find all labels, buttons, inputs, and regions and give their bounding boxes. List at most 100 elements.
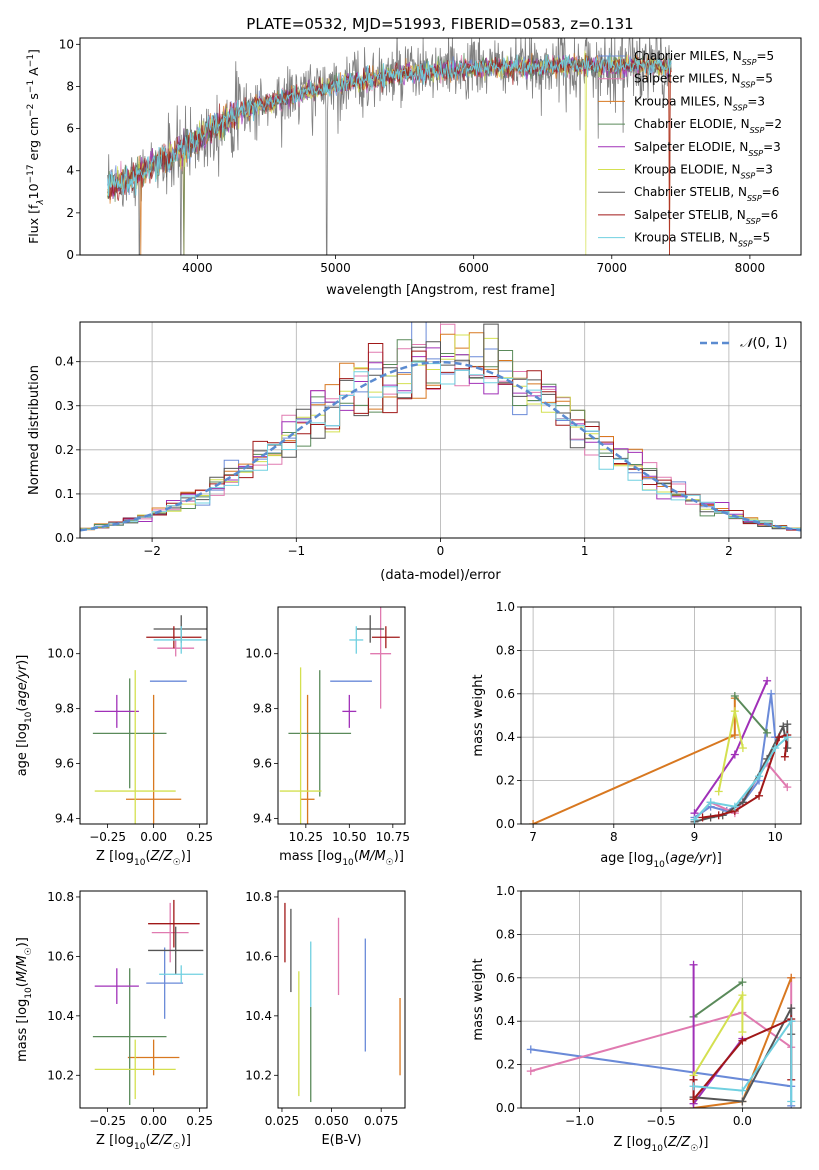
plot-area xyxy=(80,322,801,532)
legend-label: Chabrier ELODIE, NSSP=2 xyxy=(634,117,782,135)
error-point xyxy=(279,667,322,824)
y-tick-label: 10.4 xyxy=(245,1009,272,1023)
x-tick-label: 10 xyxy=(768,830,783,844)
x-tick-label: 0.00 xyxy=(140,1114,167,1128)
plot-area xyxy=(92,615,207,824)
legend-label: Chabrier MILES, NSSP=5 xyxy=(634,49,774,67)
y-axis-label: mass [log10(M/M☉)] xyxy=(15,937,34,1062)
series-marker xyxy=(738,978,747,987)
series-marker xyxy=(730,802,739,811)
model-line-kroupa-stelib xyxy=(107,53,672,197)
y-tick-label: 9.4 xyxy=(253,812,272,826)
y-tick-label: 0.2 xyxy=(496,1058,515,1072)
x-tick-label: 0.075 xyxy=(364,1114,398,1128)
series-marker xyxy=(787,1017,796,1026)
y-axis-label: mass weight xyxy=(471,958,486,1040)
x-tick-label: 9 xyxy=(691,830,699,844)
legend-label: Kroupa STELIB, NSSP=5 xyxy=(634,231,770,249)
error-point xyxy=(94,1039,176,1100)
axes-age-Z: −0.25 0.00 0.25 9.4 9.6 9.8 10.0 Z [log10(Z/Z☉)… xyxy=(15,606,213,868)
y-axis-label: age [log10(age/yr)] xyxy=(15,655,34,777)
series-marker xyxy=(689,1095,698,1104)
error-point xyxy=(157,639,195,657)
axes-frame xyxy=(277,606,406,825)
plot-area xyxy=(92,899,204,1106)
y-tick-label: 0.8 xyxy=(496,927,515,941)
legend-label: 𝒩(0, 1) xyxy=(740,336,787,351)
x-tick-label: 8000 xyxy=(735,261,766,275)
series-marker xyxy=(730,731,739,740)
error-point xyxy=(146,626,202,649)
y-tick-label: 0.4 xyxy=(55,355,74,369)
x-axis-label: E(B-V) xyxy=(321,1133,361,1148)
series-marker xyxy=(738,991,747,1000)
axes-mass-EBV: 0.025 0.050 0.075 10.2 10.4 10.6 10.8 E(B-V) xyxy=(245,890,406,1148)
y-tick-label: 10.0 xyxy=(245,647,272,661)
x-axis-label: wavelength [Angstrom, rest frame] xyxy=(326,283,555,298)
y-tick-label: 0.0 xyxy=(55,531,74,545)
series-marker xyxy=(787,1004,796,1013)
series-marker xyxy=(738,744,747,753)
y-tick-label: 0.4 xyxy=(496,730,515,744)
y-tick-label: 10.8 xyxy=(245,890,272,904)
histogram-step xyxy=(80,361,801,530)
y-tick-label: 10.2 xyxy=(47,1068,74,1082)
error-point xyxy=(94,968,139,1004)
series-marker xyxy=(714,787,723,796)
x-tick-label: 4000 xyxy=(182,261,213,275)
series-marker xyxy=(775,733,784,742)
series-marker xyxy=(529,820,538,824)
error-point xyxy=(153,626,207,654)
error-point xyxy=(356,615,385,643)
spectrum-legend: Chabrier MILES, NSSP=5 Salpeter MILES, NS… xyxy=(598,49,782,248)
series-marker xyxy=(767,689,776,698)
plot-area xyxy=(284,902,401,1103)
y-tick-label: 0.6 xyxy=(496,687,515,701)
legend-label: Kroupa MILES, NSSP=3 xyxy=(634,94,765,112)
x-tick-label: −1 xyxy=(287,544,305,558)
series-marker xyxy=(783,744,792,753)
series-marker xyxy=(730,691,739,700)
x-tick-label: −1.0 xyxy=(565,1114,594,1128)
series-marker xyxy=(690,815,699,824)
series-marker xyxy=(783,783,792,792)
x-tick-label: 0 xyxy=(437,544,445,558)
series-marker xyxy=(689,1082,698,1091)
axes-frame xyxy=(79,606,208,825)
series-marker xyxy=(526,1067,535,1076)
series-marker xyxy=(779,722,788,731)
error-point xyxy=(148,926,204,975)
y-tick-label: 9.6 xyxy=(253,757,272,771)
series-marker xyxy=(706,798,715,807)
plot-area xyxy=(526,960,796,1108)
axes-frame xyxy=(79,37,802,256)
x-axis-label: Z [log10(Z/Z☉)] xyxy=(96,849,191,868)
y-tick-label: 1.0 xyxy=(496,600,515,614)
figure-title: PLATE=0532, MJD=51993, FIBERID=0583, z=0… xyxy=(246,15,633,33)
series-marker xyxy=(698,813,707,822)
axes-mass-Z: −0.25 0.00 0.25 10.2 10.4 10.6 10.8 Z [log10(Z/… xyxy=(15,890,213,1152)
y-tick-label: 0.4 xyxy=(496,1014,515,1028)
histogram-step xyxy=(80,343,801,530)
x-axis-label: age [log10(age/yr)] xyxy=(600,851,722,870)
axes-frame xyxy=(520,606,802,825)
error-point xyxy=(151,902,189,963)
y-tick-label: 0.8 xyxy=(496,643,515,657)
series-marker xyxy=(714,811,723,820)
series-marker xyxy=(738,1036,747,1045)
y-tick-label: 9.8 xyxy=(253,702,272,716)
series-marker xyxy=(730,750,739,759)
y-tick-label: 10.0 xyxy=(47,647,74,661)
series-marker xyxy=(738,1028,747,1037)
series-marker xyxy=(763,728,772,737)
y-tick-label: 0.2 xyxy=(496,774,515,788)
error-point xyxy=(148,899,200,948)
x-axis-label: Z [log10(Z/Z☉)] xyxy=(96,1133,191,1152)
x-tick-label: 7000 xyxy=(596,261,627,275)
series-line xyxy=(717,710,744,792)
x-tick-label: 10.25 xyxy=(289,830,323,844)
x-tick-label: 0.025 xyxy=(265,1114,299,1128)
x-tick-label: 6000 xyxy=(458,261,489,275)
y-axis-label: mass weight xyxy=(471,674,486,756)
y-tick-label: 10.6 xyxy=(47,949,74,963)
